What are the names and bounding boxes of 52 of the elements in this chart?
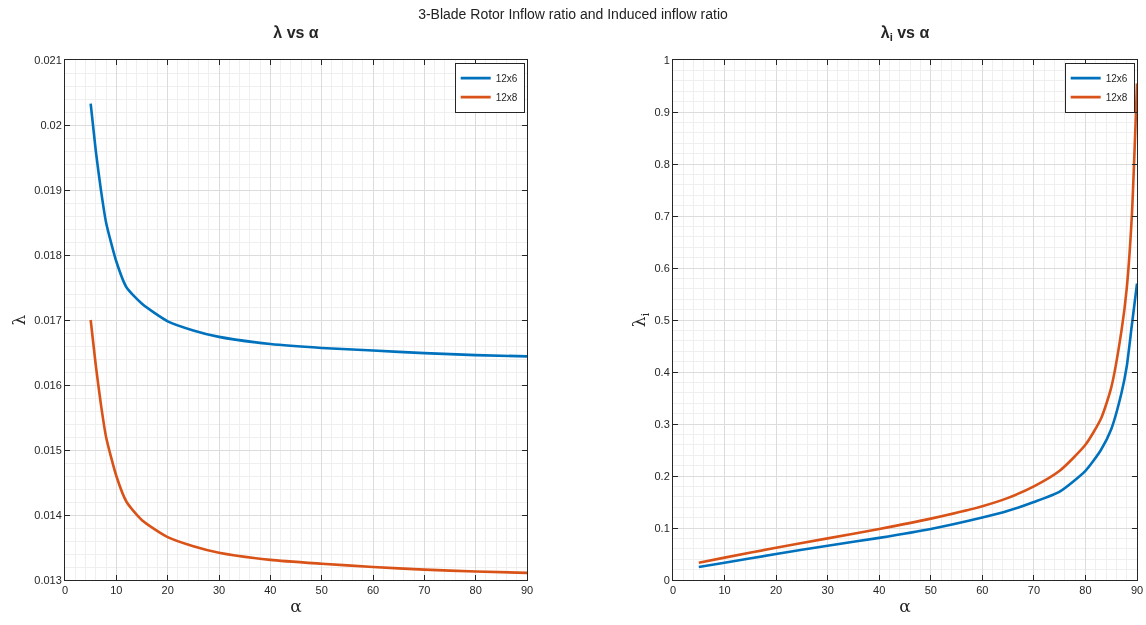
x-tick-label: 40 <box>873 584 886 597</box>
x-tick-label: 90 <box>520 584 534 597</box>
x-tick-label: 80 <box>469 584 482 597</box>
legend-label: 12x8 <box>1105 92 1128 103</box>
x-tick-label: 30 <box>821 584 834 597</box>
y-tick-label: 0.013 <box>34 573 62 586</box>
x-tick-label: 80 <box>1079 584 1092 597</box>
y-tick-label: 0.015 <box>34 443 62 456</box>
text: 3-Blade Rotor Inflow ratio and Induced inflow ratio <box>417 6 729 22</box>
y-tick-label: 0.016 <box>34 378 62 391</box>
x-tick-label: 10 <box>110 584 123 597</box>
y-tick-label: 0 <box>663 573 670 586</box>
y-tick-label: 0.019 <box>34 183 62 196</box>
legend-label: 12x6 <box>1105 73 1128 84</box>
y-tick-label: 0.014 <box>34 508 62 521</box>
y-tick-label: 0.017 <box>34 313 62 326</box>
y-tick-label: 0.8 <box>654 157 670 170</box>
x-tick-label: 30 <box>212 584 226 597</box>
y-tick-label: 0.3 <box>654 417 670 430</box>
line-series <box>697 282 1137 569</box>
y-tick-label: 0.7 <box>654 209 670 222</box>
x-tick-label: 10 <box>718 584 731 597</box>
x-tick-label: 50 <box>315 584 328 597</box>
line-series <box>89 102 527 358</box>
y-tick-label: 0.9 <box>654 105 670 118</box>
x-axis-title: α <box>899 595 912 616</box>
y-axis-title: λ <box>8 314 29 326</box>
x-tick-label: 60 <box>366 584 380 597</box>
y-tick-label: 0.02 <box>40 118 62 131</box>
legend-label: 12x6 <box>495 73 518 84</box>
y-tick-label: 0.5 <box>654 313 670 326</box>
y-tick-label: 0.6 <box>654 261 670 274</box>
chart-title: λ$_{i}$ vs α <box>880 24 930 44</box>
line-series <box>89 318 527 575</box>
y-tick-label: 0.021 <box>34 53 62 66</box>
x-tick-label: 50 <box>924 584 937 597</box>
line-series <box>697 82 1137 565</box>
y-tick-label: 1 <box>663 53 670 66</box>
x-tick-label: 70 <box>1027 584 1041 597</box>
x-tick-label: 20 <box>161 584 174 597</box>
x-tick-label: 20 <box>769 584 783 597</box>
y-tick-label: 0.018 <box>34 248 62 261</box>
y-tick-label: 0.4 <box>654 365 670 378</box>
y-tick-label: 0.1 <box>654 521 670 534</box>
chart-title: λ vs α <box>273 24 319 41</box>
x-tick-label: 60 <box>976 584 989 597</box>
x-axis-title: α <box>290 595 303 616</box>
x-tick-label: 70 <box>418 584 431 597</box>
x-tick-label: 90 <box>1130 584 1144 597</box>
legend-label: 12x8 <box>495 92 518 103</box>
y-tick-label: 0.2 <box>654 469 670 482</box>
x-tick-label: 40 <box>264 584 277 597</box>
